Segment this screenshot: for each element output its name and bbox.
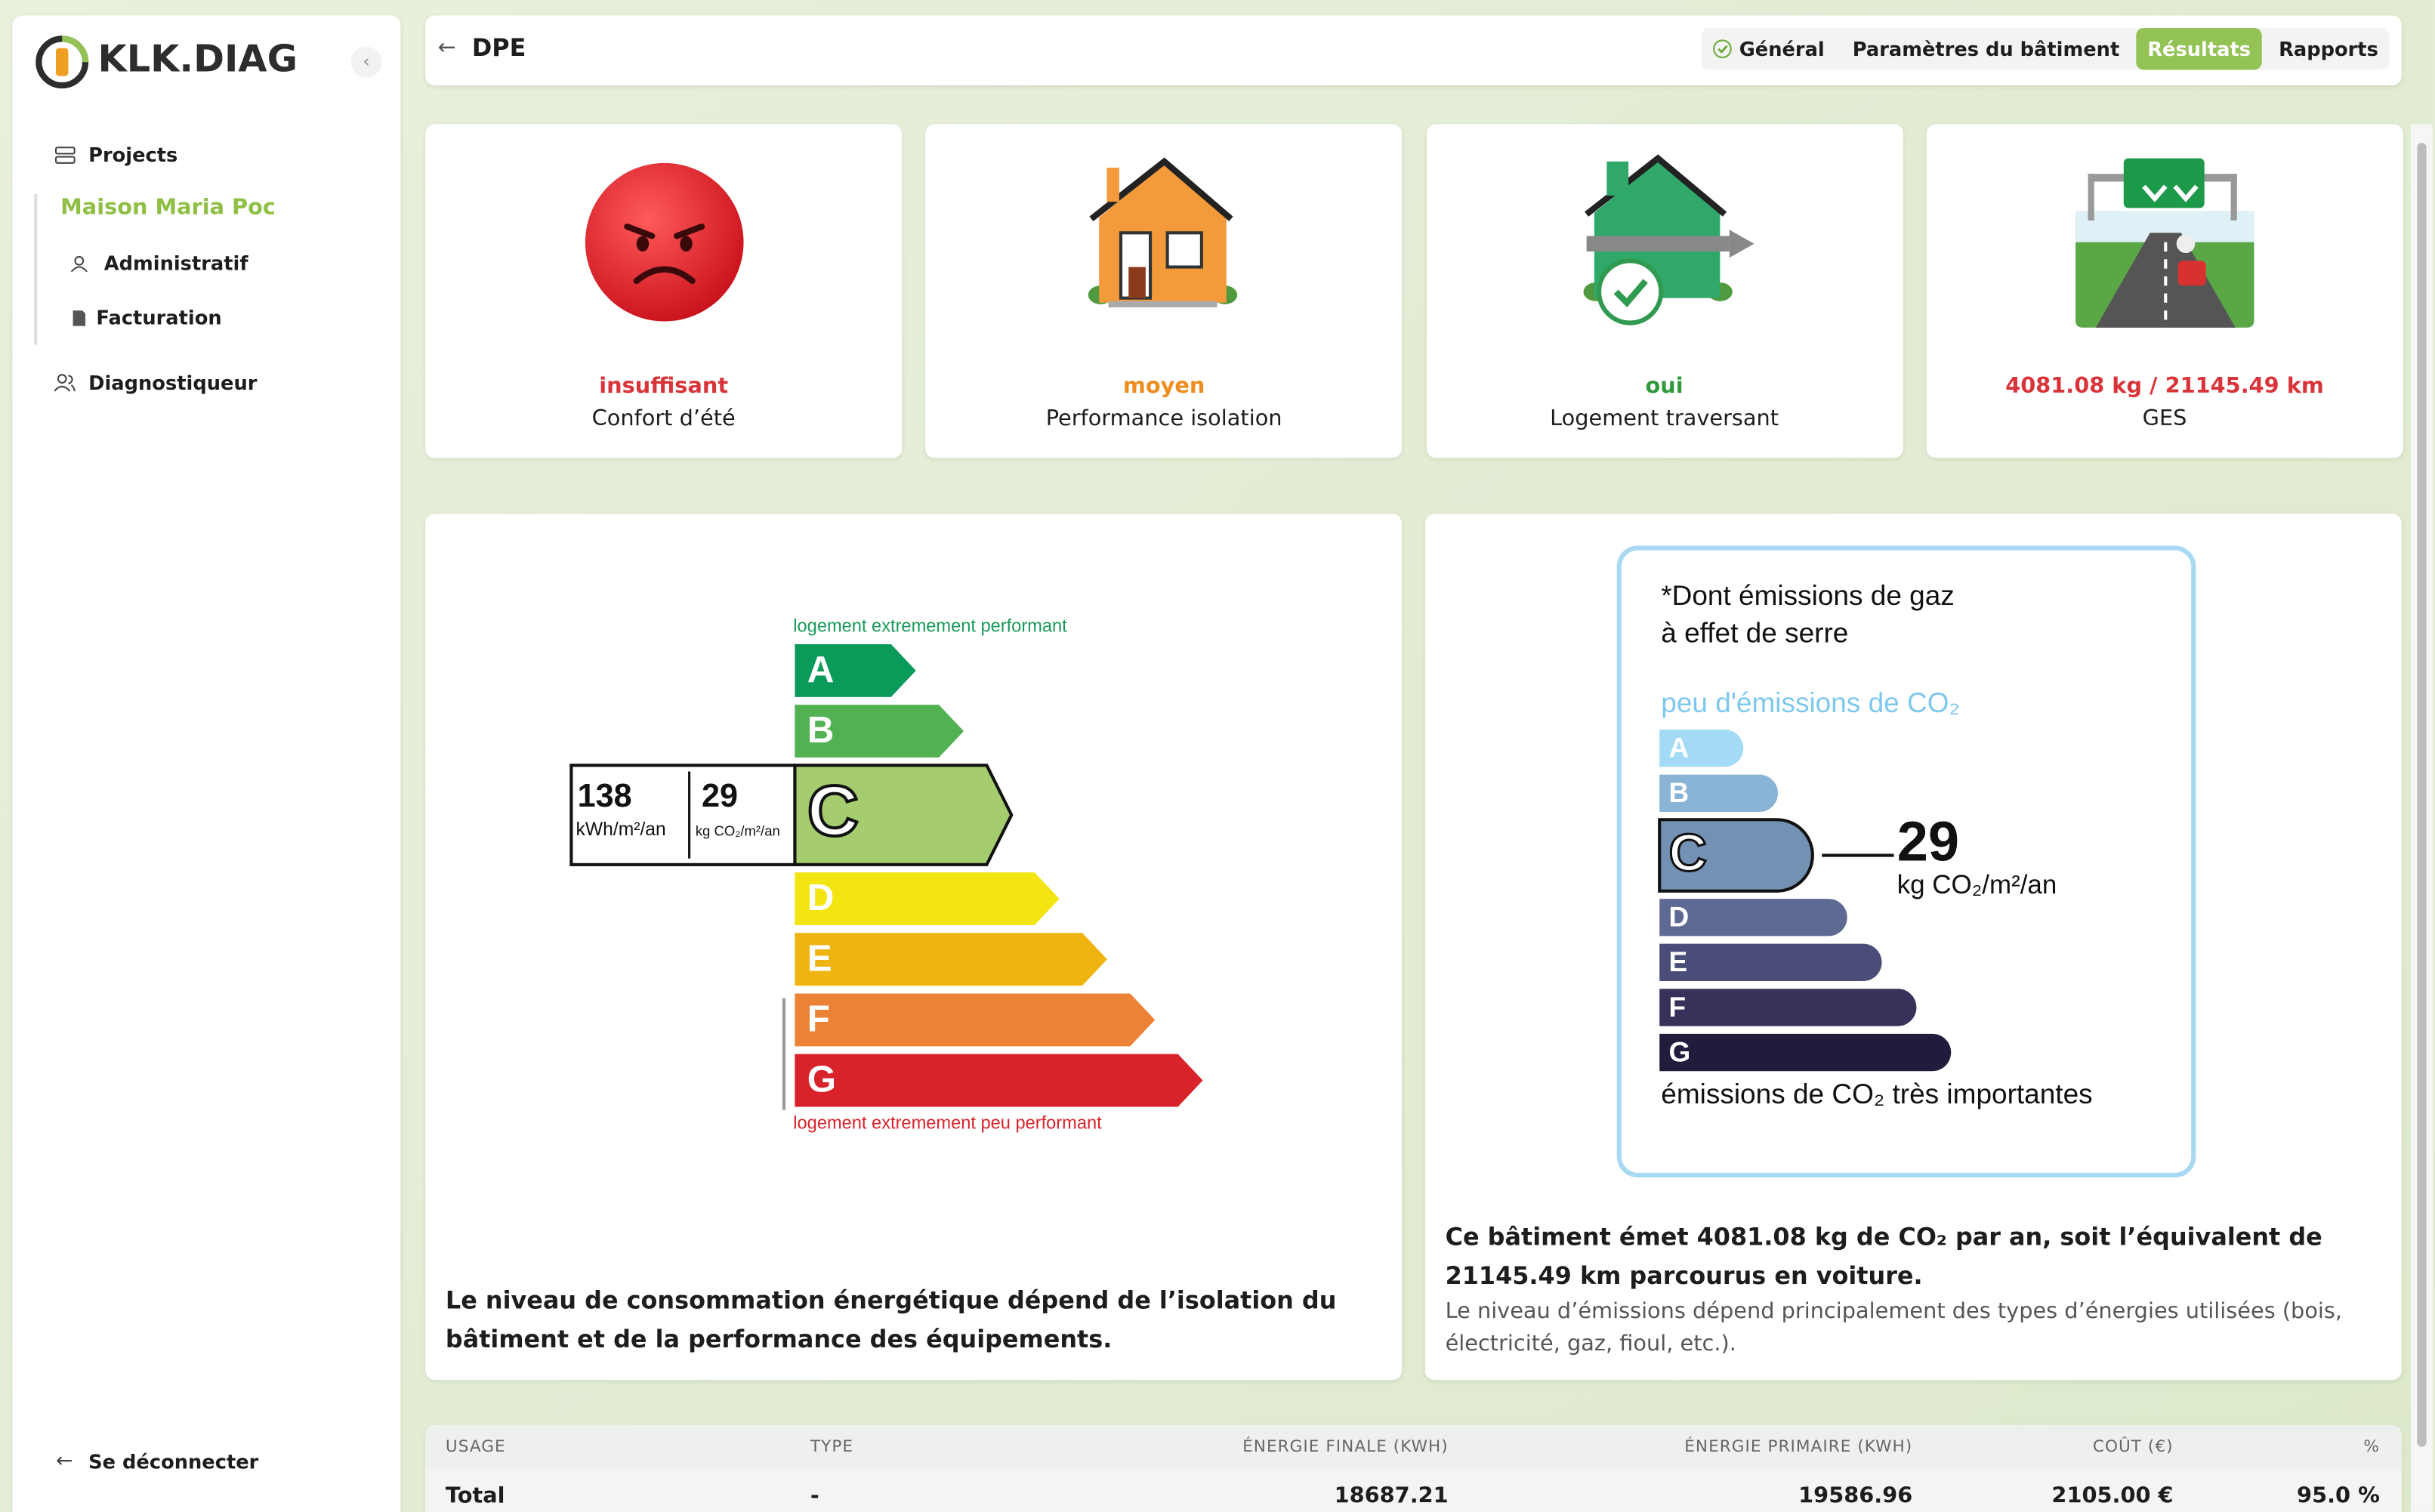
- table-row: [425, 1468, 2402, 1512]
- column-header: TYPE: [810, 1437, 854, 1456]
- card-label: Performance isolation: [1045, 406, 1282, 432]
- sidebar: [12, 15, 401, 1512]
- table-cell: 2105.00 €: [2051, 1483, 2174, 1509]
- card: oui Logement traversant: [1426, 124, 1903, 458]
- logout[interactable]: Se déconnecter: [88, 1449, 259, 1473]
- back-arrow[interactable]: ←: [437, 35, 456, 61]
- table-cell: 95.0 %: [2297, 1483, 2380, 1509]
- tab-label: Paramètres du bâtiment: [1852, 37, 2120, 61]
- ges-caption: Le niveau d’émissions dépend principalem…: [1445, 1299, 2343, 1357]
- nav-projects[interactable]: Projects: [88, 143, 178, 166]
- nav-diagnostiqueur[interactable]: Diagnostiqueur: [88, 371, 258, 395]
- header: ← DPE Général Paramètres du bâtiment Résul…: [425, 15, 2402, 86]
- column-header: ÉNERGIE PRIMAIRE (KWH): [1684, 1437, 1913, 1456]
- card-label: Logement traversant: [1550, 406, 1779, 432]
- card-label: Confort d’été: [591, 406, 736, 432]
- users-icon: [54, 374, 76, 392]
- logout-arrow: ←: [55, 1449, 73, 1473]
- collapse-button[interactable]: ‹: [350, 46, 382, 78]
- ges-panel: Ce bâtiment émet 4081.08 kg de CO₂ par a…: [1424, 514, 2402, 1381]
- table-cell: 19586.96: [1798, 1483, 1913, 1509]
- nav-sub[interactable]: Administratif: [103, 251, 248, 275]
- table: [425, 1424, 2402, 1512]
- logo-icon: [35, 35, 89, 89]
- scroll-thumb[interactable]: [2417, 143, 2427, 1447]
- card-value: insuffisant: [599, 374, 729, 400]
- tab-label: Rapports: [2279, 37, 2378, 61]
- column-header: USAGE: [445, 1437, 506, 1456]
- doc-icon: [73, 310, 86, 326]
- check-icon: [1713, 39, 1733, 59]
- page-title: DPE: [471, 34, 526, 63]
- dpe-caption: Le niveau de consommation énergétique dé…: [445, 1286, 1337, 1354]
- table-cell: Total: [445, 1483, 505, 1509]
- tab-label: Résultats: [2147, 37, 2251, 61]
- logo: KLK.DIAG: [97, 37, 298, 81]
- table-header: [425, 1424, 2402, 1469]
- tab[interactable]: Résultats: [2136, 27, 2262, 70]
- tab[interactable]: Rapports: [2268, 28, 2390, 69]
- column-header: ÉNERGIE FINALE (KWH): [1242, 1437, 1449, 1456]
- nav-rule: [34, 193, 38, 345]
- user-icon: [70, 255, 88, 273]
- tabs: Général Paramètres du bâtiment Résultats Ra…: [1702, 27, 2390, 70]
- card-value: 4081.08 kg / 21145.49 km: [2005, 374, 2324, 400]
- dpe-panel: Le niveau de consommation énergétique dé…: [425, 514, 1403, 1381]
- nav-project[interactable]: Maison Maria Poc: [60, 195, 276, 221]
- card-value: moyen: [1122, 374, 1205, 400]
- projects-icon: [54, 147, 76, 164]
- card: insuffisant Confort d’été: [425, 124, 903, 458]
- nav-sub[interactable]: Facturation: [96, 305, 222, 329]
- card: moyen Performance isolation: [925, 124, 1403, 458]
- tab[interactable]: Général: [1702, 28, 1835, 69]
- card-value: oui: [1645, 374, 1684, 400]
- ges-caption-bold: Ce bâtiment émet 4081.08 kg de CO₂ par a…: [1445, 1223, 2322, 1291]
- column-header: %: [2363, 1437, 2380, 1456]
- column-header: COÛT (€): [2092, 1437, 2174, 1456]
- card: 4081.08 kg / 21145.49 km GES: [1926, 124, 2403, 458]
- tab-label: Général: [1739, 37, 1825, 61]
- tab[interactable]: Paramètres du bâtiment: [1841, 28, 2130, 69]
- table-cell: 18687.21: [1334, 1483, 1449, 1509]
- scrollbar[interactable]: [2411, 124, 2433, 1512]
- table-cell: -: [810, 1483, 819, 1509]
- card-label: GES: [2142, 406, 2187, 432]
